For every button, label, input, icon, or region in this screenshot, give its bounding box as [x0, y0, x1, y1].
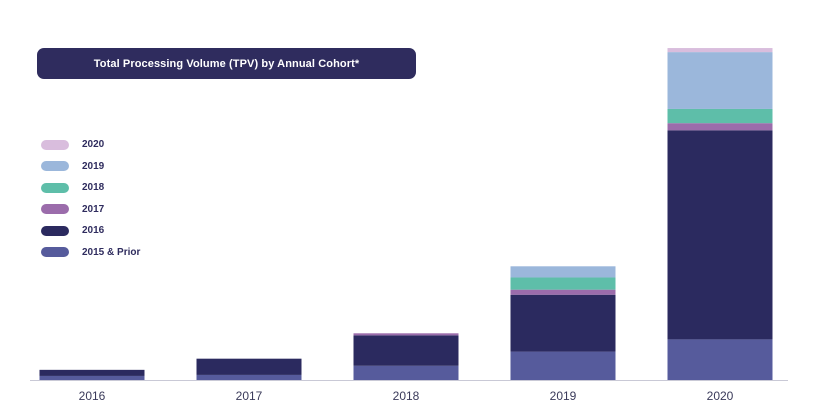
- bar-segment: [353, 365, 459, 380]
- bar-segment: [196, 374, 302, 380]
- chart-title: Total Processing Volume (TPV) by Annual …: [37, 48, 416, 79]
- bar-segment: [667, 339, 773, 380]
- bar-segment: [196, 358, 302, 375]
- x-tick-label: 2017: [236, 389, 263, 403]
- legend-item: 2019: [41, 156, 140, 178]
- bar-segment: [510, 277, 616, 290]
- legend-item: 2020: [41, 134, 140, 156]
- bar-segment: [510, 294, 616, 352]
- bar-segment: [667, 123, 773, 131]
- legend-item: 2015 & Prior: [41, 242, 140, 264]
- bar-segment: [39, 375, 145, 380]
- legend-label: 2016: [82, 225, 105, 237]
- legend-swatch: [41, 139, 69, 150]
- x-tick-label: 2016: [79, 389, 106, 403]
- legend-item: 2017: [41, 199, 140, 221]
- legend-label: 2020: [82, 139, 105, 151]
- legend-item: 2018: [41, 177, 140, 199]
- x-tick-label: 2018: [393, 389, 420, 403]
- bar-segment: [353, 335, 459, 366]
- bar-segment: [510, 289, 616, 295]
- legend-label: 2018: [82, 182, 105, 194]
- bar-segment: [667, 52, 773, 109]
- bar-segment: [667, 48, 773, 53]
- legend-swatch: [41, 161, 69, 172]
- x-tick-label: 2019: [550, 389, 577, 403]
- bar-segment: [510, 266, 616, 278]
- legend-swatch: [41, 182, 69, 193]
- legend-label: 2015 & Prior: [82, 246, 141, 258]
- bar-segment: [510, 351, 616, 380]
- x-tick-label: 2020: [707, 389, 734, 403]
- legend-swatch: [41, 225, 69, 236]
- legend-label: 2019: [82, 160, 105, 172]
- legend-swatch: [41, 247, 69, 258]
- bar-segment: [39, 369, 145, 376]
- bar-segment: [667, 108, 773, 124]
- legend: 2020 2019 2018 2017 2016 2015 & Prior: [41, 134, 140, 263]
- legend-label: 2017: [82, 203, 105, 215]
- bar-segment: [353, 333, 459, 336]
- legend-swatch: [41, 204, 69, 215]
- legend-item: 2016: [41, 220, 140, 242]
- bar-segment: [667, 130, 773, 340]
